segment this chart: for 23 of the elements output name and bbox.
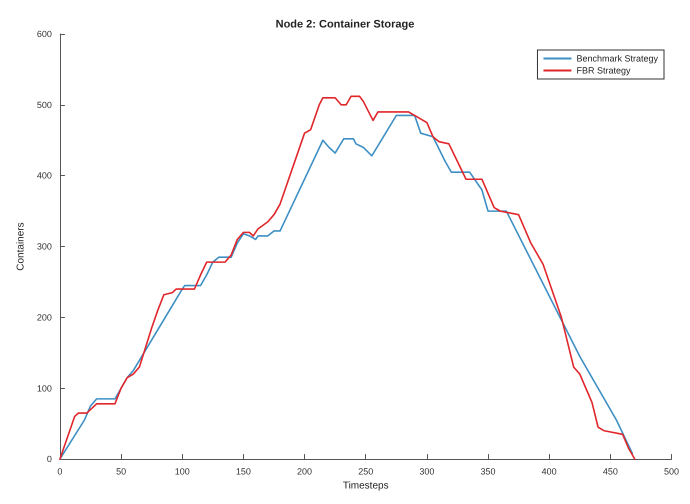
x-tick-label: 200 xyxy=(297,466,312,477)
chart-title: Node 2: Container Storage xyxy=(276,18,414,30)
legend-label: Benchmark Strategy xyxy=(576,54,658,64)
x-tick-label: 400 xyxy=(542,466,557,477)
y-axis-title: Containers xyxy=(16,222,26,271)
x-tick-label: 50 xyxy=(116,466,126,477)
legend-label: FBR Strategy xyxy=(576,66,631,76)
y-tick-label: 400 xyxy=(36,170,52,181)
x-tick-label: 250 xyxy=(358,466,374,477)
x-tick-label: 500 xyxy=(664,466,680,477)
x-tick-label: 100 xyxy=(174,466,190,477)
x-tick-label: 0 xyxy=(57,466,62,477)
y-tick-label: 200 xyxy=(36,312,52,322)
x-tick-label: 150 xyxy=(236,466,251,477)
y-tick-label: 500 xyxy=(36,100,52,110)
x-tick-label: 350 xyxy=(480,466,496,477)
y-tick-label: 100 xyxy=(36,383,52,394)
y-tick-label: 300 xyxy=(36,242,52,252)
y-tick-label: 0 xyxy=(46,454,52,464)
x-axis-title: Timesteps xyxy=(342,480,389,492)
x-tick-label: 300 xyxy=(419,466,434,477)
x-tick-label: 450 xyxy=(602,466,618,477)
y-tick-label: 600 xyxy=(36,29,52,39)
